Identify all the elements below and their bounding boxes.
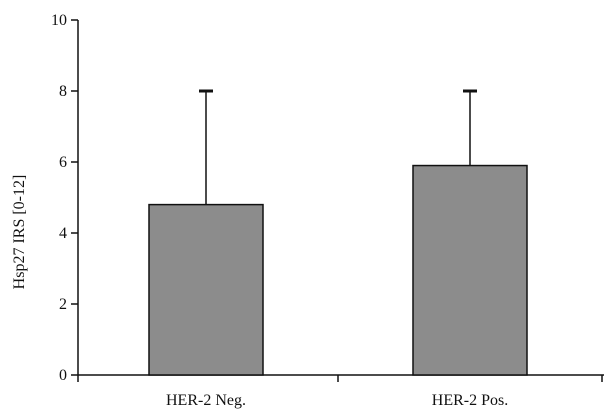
plot-area: 0 2 4 6 8 10 HER-2 Neg. HER-2 Pos. bbox=[51, 12, 604, 409]
y-tick-label-0: 0 bbox=[59, 367, 67, 384]
y-tick-label-10: 10 bbox=[51, 12, 67, 29]
y-axis-label: Hsp27 IRS [0-12] bbox=[11, 175, 28, 290]
bar-her-2-neg bbox=[148, 203, 264, 376]
y-tick-label-2: 2 bbox=[59, 296, 67, 313]
y-tick-label-6: 6 bbox=[59, 154, 67, 171]
bar-her-2-pos bbox=[412, 164, 528, 376]
x-tick-label-her-2-neg: HER-2 Neg. bbox=[166, 392, 246, 409]
y-tick-label-8: 8 bbox=[59, 83, 67, 100]
y-tick-label-4: 4 bbox=[59, 225, 67, 242]
x-tick-label-her-2-pos: HER-2 Pos. bbox=[432, 392, 508, 409]
